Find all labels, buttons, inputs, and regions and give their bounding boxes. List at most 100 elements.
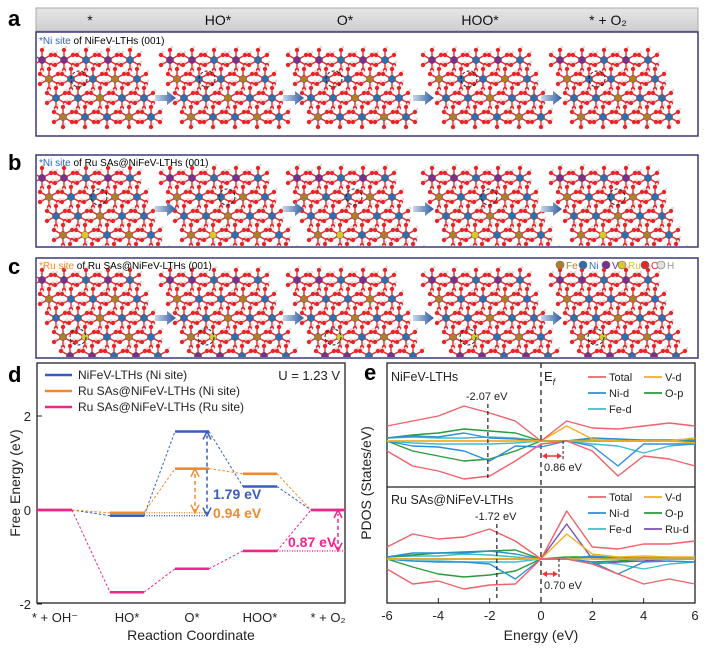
oxygen-atom (404, 125, 408, 129)
oxygen-atom (143, 349, 147, 353)
oxygen-atom (384, 209, 388, 213)
hydrogen-atom (139, 328, 142, 331)
oxygen-atom (286, 110, 290, 114)
hydrogen-atom (298, 66, 301, 69)
oxygen-atom (233, 125, 237, 129)
hydrogen-atom (194, 319, 197, 322)
hydrogen-atom (171, 286, 174, 289)
fe-atom (187, 231, 194, 238)
oxygen-atom (268, 110, 272, 114)
hydrogen-atom (244, 183, 247, 186)
hydrogen-atom (574, 179, 577, 182)
oxygen-atom (602, 166, 606, 170)
hydrogen-atom (612, 183, 615, 186)
ni-atom (261, 75, 268, 82)
hydrogen-atom (100, 281, 103, 284)
hydrogen-atom (140, 169, 143, 172)
oxygen-atom (669, 209, 673, 213)
hydrogen-atom (628, 217, 631, 220)
oxygen-atom (261, 209, 265, 213)
hydrogen-atom (364, 164, 367, 167)
hydrogen-atom (619, 202, 622, 205)
bond (255, 249, 264, 254)
hydrogen-atom (513, 104, 516, 107)
oxygen-atom (31, 283, 35, 287)
oxygen-atom (517, 223, 521, 227)
oxygen-atom (219, 185, 223, 189)
oxygen-atom (539, 105, 543, 109)
oxygen-atom (337, 200, 341, 204)
oxygen-atom (607, 219, 611, 223)
oxygen-atom (211, 105, 215, 109)
oxygen-atom (361, 166, 365, 170)
oxygen-atom (629, 101, 633, 105)
hydrogen-atom (336, 80, 339, 83)
hydrogen-atom (364, 66, 367, 69)
oxygen-atom (624, 48, 628, 52)
oxygen-atom (473, 105, 477, 109)
oxygen-atom (667, 105, 671, 109)
oxygen-atom (503, 185, 507, 189)
hydrogen-atom (215, 184, 218, 187)
hydrogen-atom (77, 226, 80, 229)
hydrogen-atom (59, 300, 62, 303)
hydrogen-atom (624, 255, 627, 258)
hydrogen-atom (242, 217, 245, 220)
hydrogen-atom (72, 305, 75, 308)
hydrogen-atom (130, 241, 133, 244)
hydrogen-atom (171, 46, 174, 49)
hydrogen-atom (63, 198, 66, 201)
v-atom (494, 174, 501, 181)
hydrogen-atom (341, 241, 344, 244)
hydrogen-atom (356, 202, 359, 205)
ni-atom (126, 174, 133, 181)
oxygen-atom (600, 190, 604, 194)
hydrogen-atom (236, 241, 239, 244)
oxygen-atom (645, 125, 649, 129)
oxygen-atom (594, 204, 598, 208)
oxygen-atom (501, 209, 505, 213)
v-atom (60, 56, 67, 63)
oxygen-atom (261, 101, 265, 105)
fe-atom (577, 231, 584, 238)
hydrogen-atom (380, 80, 383, 83)
oxygen-atom (348, 53, 352, 57)
hydrogen-atom (584, 89, 587, 92)
oxygen-atom (137, 171, 141, 175)
bond (369, 249, 378, 254)
fe-atom (253, 113, 260, 120)
hydrogen-atom (515, 188, 518, 191)
hydrogen-atom (649, 164, 652, 167)
oxygen-atom (265, 171, 269, 175)
oxygen-atom (45, 219, 49, 223)
hydrogen-atom (298, 46, 301, 49)
v-atom (188, 276, 195, 283)
oxygen-atom (571, 181, 575, 185)
oxygen-atom (293, 190, 297, 194)
hydrogen-atom (613, 226, 616, 229)
oxygen-atom (206, 292, 210, 296)
hydrogen-atom (71, 342, 74, 345)
hydrogen-atom (253, 290, 256, 293)
hydrogen-atom (56, 61, 59, 64)
hydrogen-atom (238, 99, 241, 102)
hydrogen-atom (216, 217, 219, 220)
hydrogen-atom (332, 236, 335, 239)
oxygen-atom (523, 219, 527, 223)
hydrogen-atom (482, 217, 485, 220)
hydrogen-atom (193, 66, 196, 69)
v-atom (556, 174, 563, 181)
hydrogen-atom (216, 207, 219, 210)
hydrogen-atom (493, 80, 496, 83)
ni-atom (329, 212, 336, 219)
hydrogen-atom (100, 169, 103, 172)
oxygen-atom (158, 228, 162, 232)
fe-atom (501, 75, 508, 82)
oxygen-atom (322, 91, 326, 95)
hydrogen-atom (632, 89, 635, 92)
oxygen-atom (646, 166, 650, 170)
hydrogen-atom (249, 118, 252, 121)
hydrogen-atom (663, 104, 666, 107)
ni-atom (672, 250, 679, 257)
hydrogen-atom (447, 202, 450, 205)
